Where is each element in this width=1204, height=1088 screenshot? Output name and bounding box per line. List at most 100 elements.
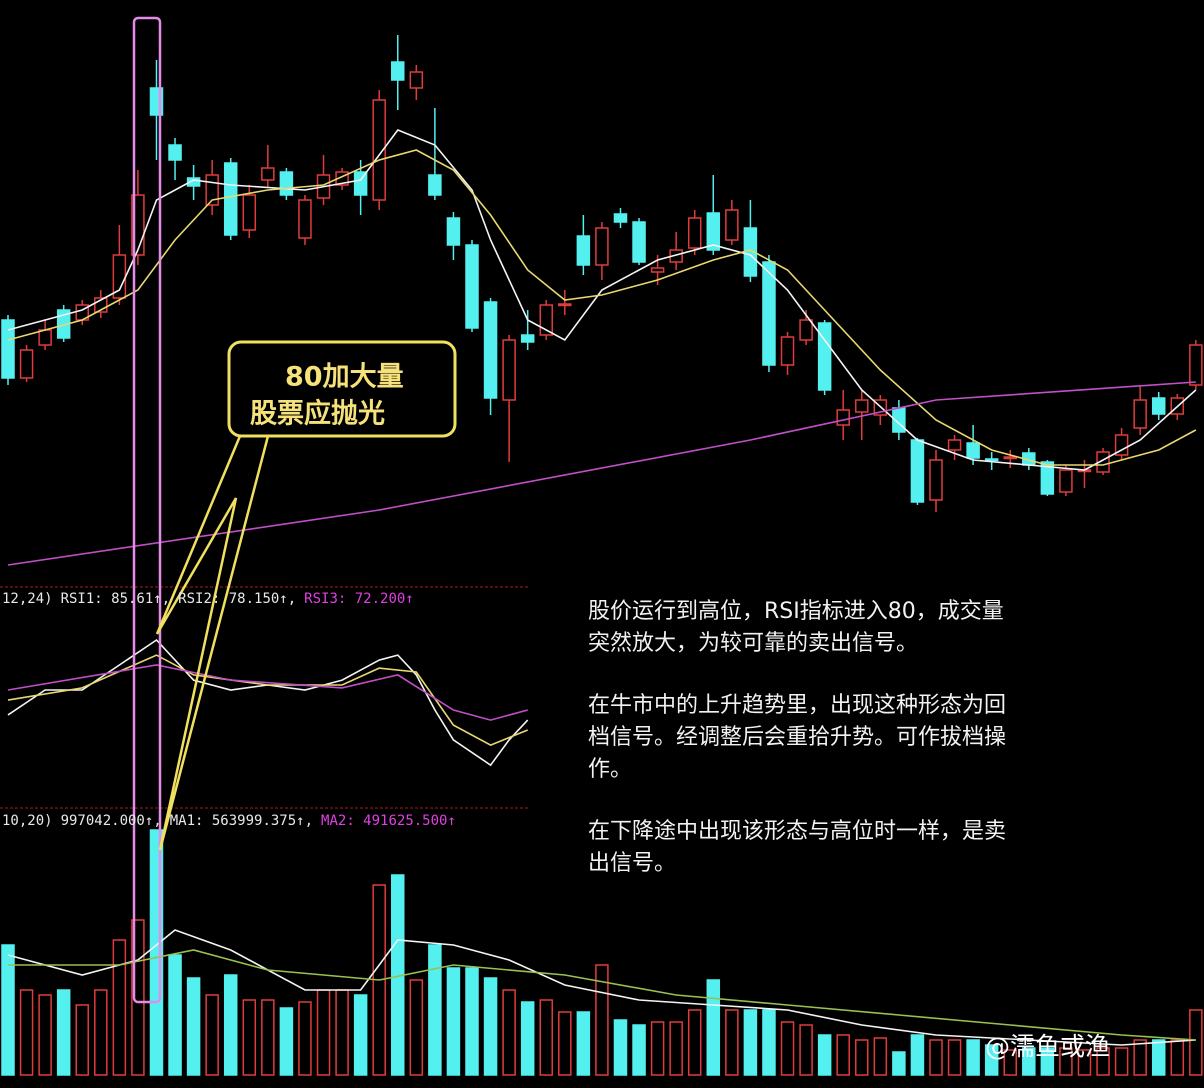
header-part: 997042.000↑, <box>61 813 162 829</box>
candle-body <box>1189 344 1203 386</box>
candle-body <box>780 336 795 366</box>
volume-bar <box>817 1034 832 1076</box>
volume-bar <box>539 999 553 1076</box>
candle-body <box>613 213 628 223</box>
candle-body <box>1003 456 1017 460</box>
volume-bar <box>446 967 461 1076</box>
volume-bar <box>706 979 721 1076</box>
candle-body <box>929 459 943 501</box>
volume-bar <box>279 1007 294 1076</box>
candle-body <box>223 162 238 236</box>
note-line: 出信号。 <box>588 851 676 876</box>
rsi-header: 12,24) RSI1: 85.61↑, RSI2: 78.150↑, RSI3: 7… <box>2 591 414 607</box>
candle-body <box>186 177 201 187</box>
volume-bar <box>465 967 479 1076</box>
volume-bar <box>1170 1039 1185 1076</box>
header-part: 12,24) <box>2 591 53 607</box>
candle-body <box>465 244 479 329</box>
candle-body <box>1133 399 1147 429</box>
volume-bar <box>1114 1047 1129 1076</box>
indicator-line <box>7 381 1196 566</box>
volume-bar <box>799 1024 813 1076</box>
volume-bar <box>910 1034 925 1076</box>
header-part: RSI2: 78.150↑, <box>178 591 296 607</box>
callout-pointer <box>155 435 270 851</box>
note-line: 股价运行到高位，RSI指标进入80，成交量 <box>588 599 1004 624</box>
candle-body <box>168 144 182 161</box>
volume-bar <box>558 1011 572 1076</box>
volume-bar <box>316 989 331 1076</box>
candle-body <box>762 261 776 366</box>
volume-bar <box>1059 1047 1073 1076</box>
candle-body <box>1059 469 1073 493</box>
volume-bar <box>687 1009 702 1076</box>
volume-bar <box>1133 1039 1147 1076</box>
volume-bar <box>1022 1047 1036 1076</box>
candle-body <box>687 217 702 249</box>
volume-bar <box>168 954 182 1076</box>
candle-body <box>1096 451 1110 473</box>
candle-body <box>261 167 275 181</box>
candle-body <box>1151 397 1166 415</box>
candle-body <box>19 349 34 379</box>
candle-body <box>242 194 257 231</box>
candle-body <box>966 442 980 459</box>
candle-body <box>372 99 386 201</box>
candle-body <box>576 235 591 266</box>
volume-bar <box>947 1039 962 1076</box>
volume-bar <box>892 1051 906 1076</box>
volume-bar <box>186 977 201 1076</box>
note-line: 突然放大，为较可靠的卖出信号。 <box>588 631 918 656</box>
volume-bar <box>353 994 368 1076</box>
volume-bar <box>38 994 52 1076</box>
volume-bar <box>1189 1009 1203 1076</box>
volume-bar <box>984 1044 999 1076</box>
candle-body <box>855 399 869 413</box>
volume-bar <box>1077 1049 1092 1076</box>
candle-body <box>446 217 461 246</box>
note-line: 在牛市中的上升趋势里，出现这种形态为回 <box>588 693 1006 718</box>
candle-body <box>428 174 442 196</box>
highlight-box <box>132 16 162 1004</box>
candle-body <box>502 339 516 401</box>
volume-bar <box>613 1019 628 1076</box>
candle-body <box>409 71 424 89</box>
candle-body <box>836 409 850 426</box>
volume-bar <box>520 1001 535 1076</box>
volume-bar <box>743 1009 758 1076</box>
indicator-line <box>7 929 1196 1046</box>
candle-body <box>558 303 572 307</box>
candle-body <box>483 301 498 399</box>
volume-bar <box>762 1009 776 1076</box>
candle-body <box>706 212 721 251</box>
candle-body <box>1 319 15 379</box>
volume-bar <box>298 1001 312 1076</box>
volume-bar <box>576 1011 591 1076</box>
volume-bar <box>94 989 108 1076</box>
note-line: 作。 <box>588 757 632 782</box>
volume-bar <box>632 1024 646 1076</box>
header-part: RSI3: 72.200↑ <box>304 591 414 607</box>
volume-bar <box>1003 1049 1017 1076</box>
candle-body <box>595 227 609 266</box>
volume-bar <box>335 989 349 1076</box>
candle-body <box>353 171 368 196</box>
candle-body <box>799 319 813 341</box>
volume-bar <box>56 989 71 1076</box>
indicator-line <box>7 129 1197 471</box>
volume-bar <box>112 939 127 1076</box>
candle-body <box>910 439 925 503</box>
volume-bar <box>1151 1039 1166 1076</box>
volume-bar <box>966 1039 980 1076</box>
volume-bar <box>1 944 15 1076</box>
volume-bar <box>873 1037 888 1076</box>
plot-layer <box>1 35 1203 1076</box>
candle-body <box>947 439 962 451</box>
volume-bar <box>409 979 424 1076</box>
volume-bar <box>780 1021 795 1076</box>
volume-bar <box>1096 1047 1110 1076</box>
volume-bar <box>261 999 275 1076</box>
candle-body <box>1114 434 1129 456</box>
